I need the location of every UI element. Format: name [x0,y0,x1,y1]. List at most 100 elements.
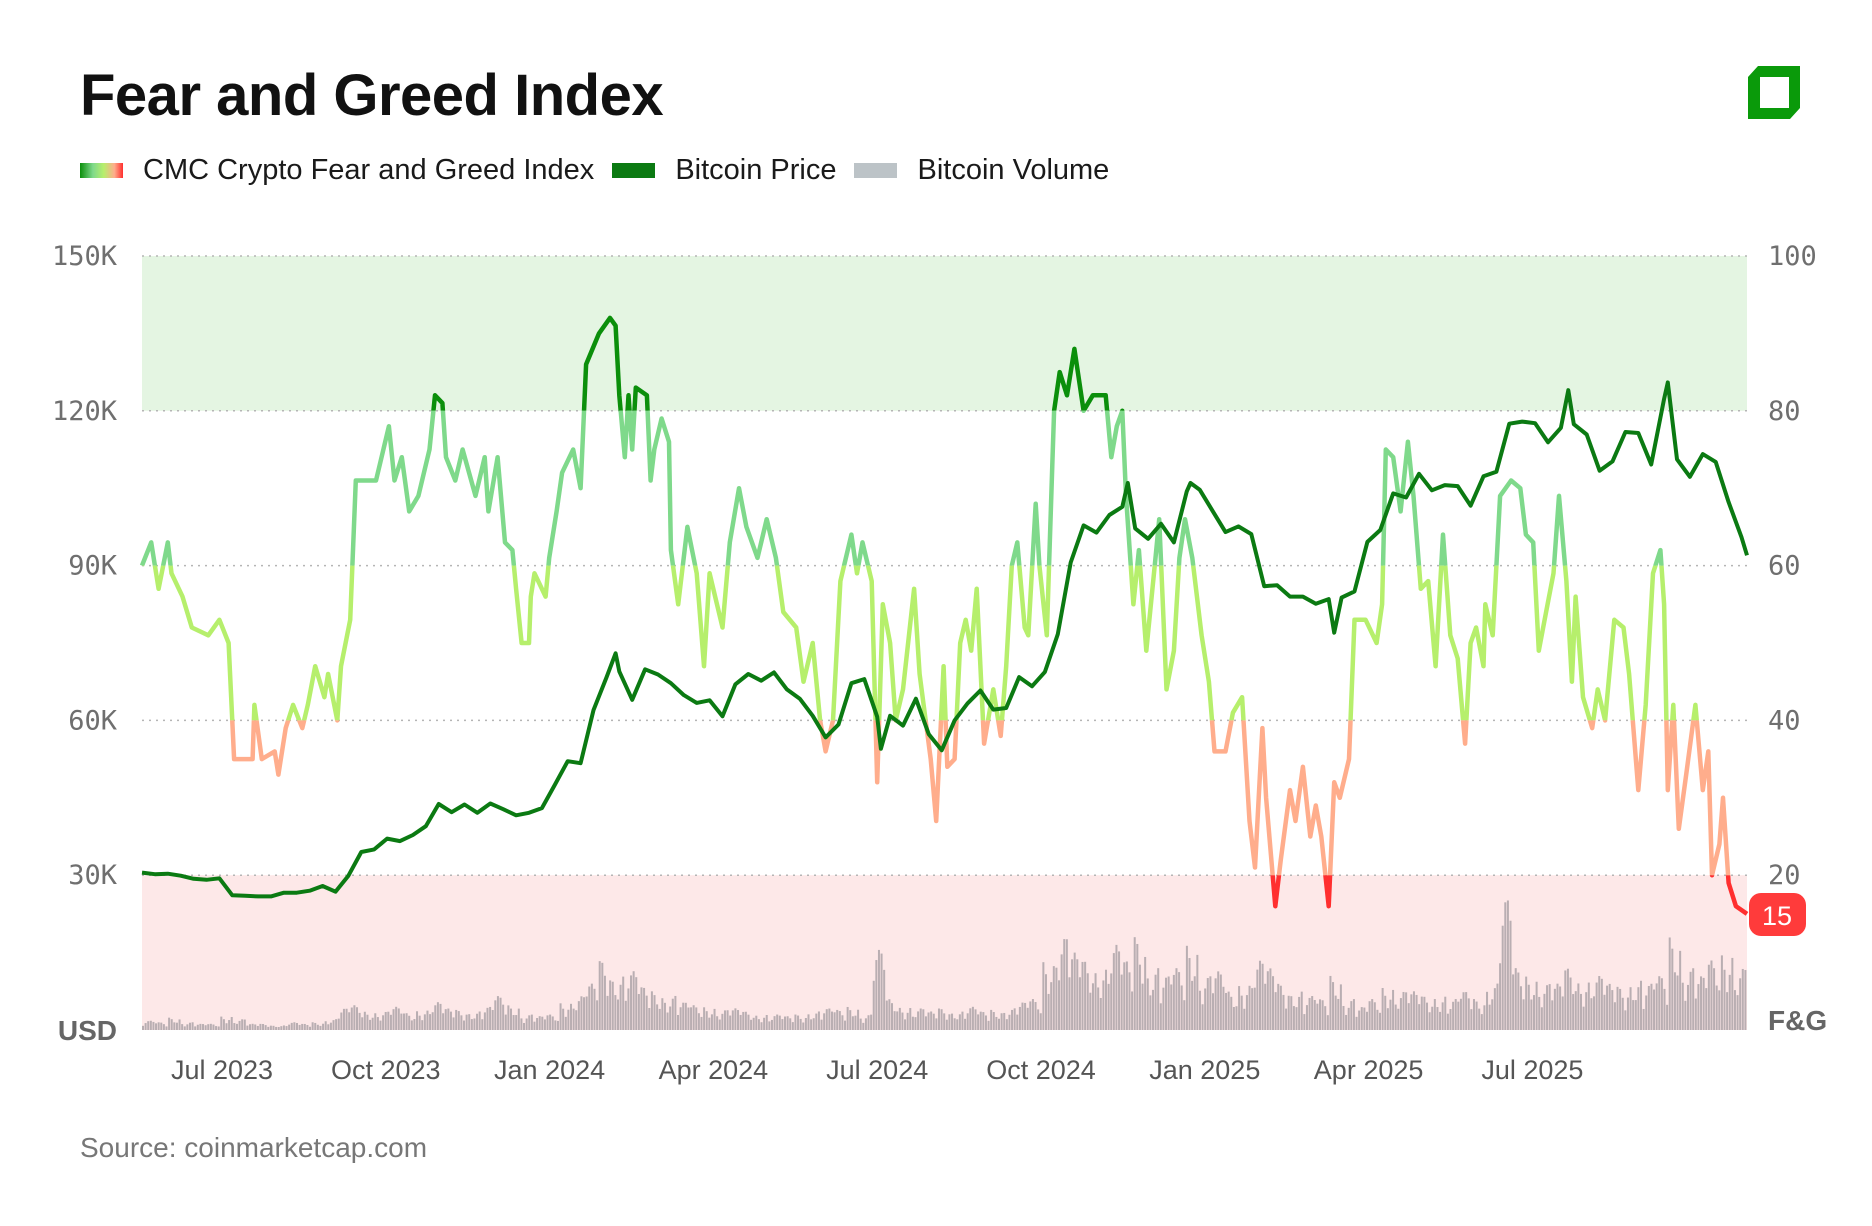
volume-bar [1183,1000,1186,1030]
volume-bar [144,1023,147,1030]
volume-bar [1439,1011,1442,1030]
volume-bar [979,1011,982,1030]
volume-bar [1679,950,1682,1030]
volume-bar [1042,962,1045,1030]
volume-bar [293,1022,296,1030]
volume-bar [1577,983,1580,1030]
volume-bar [1217,971,1220,1030]
volume-bar [937,1008,940,1030]
volume-bar [1099,997,1102,1030]
volume-bar [1634,1000,1637,1030]
volume-bar [984,1015,987,1030]
volume-bar [588,986,591,1030]
volume-bar [786,1016,789,1030]
volume-bar [1337,998,1340,1030]
volume-bar [1629,987,1632,1030]
volume-bar [405,1013,408,1030]
volume-bar [637,994,640,1030]
volume-bar [603,975,606,1030]
volume-bar [1715,985,1718,1030]
volume-bar [877,949,880,1030]
volume-bar [914,1017,917,1030]
volume-bar [1606,985,1609,1030]
volume-bar [1462,992,1465,1030]
volume-bar [1551,1000,1554,1030]
volume-bar [838,1011,841,1030]
volume-bar [945,1019,948,1030]
volume-bar [1230,996,1233,1030]
volume-bar [1530,999,1533,1030]
volume-bar [1063,939,1066,1030]
volume-bar [666,1012,669,1030]
volume-bar [1339,984,1342,1030]
y-right-tick-label: 40 [1768,705,1801,736]
volume-bar [288,1024,291,1030]
volume-bar [982,1012,985,1030]
volume-bar [175,1022,178,1030]
volume-bar [953,1018,956,1030]
volume-bar [1478,1008,1481,1030]
volume-bar [277,1027,280,1030]
volume-bar [1668,937,1671,1030]
volume-bar [1574,991,1577,1030]
volume-bar [846,1006,849,1030]
volume-bar [1201,1004,1204,1030]
volume-bar [155,1023,158,1030]
volume-bar [142,1025,145,1030]
volume-bar [228,1020,231,1030]
volume-bar [363,1011,366,1030]
volume-bar [1334,995,1337,1030]
volume-bar [1611,990,1614,1030]
volume-bar [481,1019,484,1030]
volume-bar [1566,968,1569,1030]
volume-bar [924,1016,927,1030]
volume-bar [1115,944,1118,1030]
volume-bar [964,1018,967,1030]
volume-bar [930,1011,933,1030]
y-axis-right-unit: F&G [1768,1005,1827,1036]
volume-bar [457,1011,460,1030]
volume-bar [987,1020,990,1030]
volume-bar [1499,963,1502,1030]
x-axis: Jul 2023 Oct 2023 Jan 2024 Apr 2024 Jul 2024… [171,1055,1583,1085]
volume-bar [316,1024,319,1030]
volume-bar [995,1016,998,1030]
volume-bar [562,1008,565,1030]
volume-bar [663,1002,666,1030]
volume-bar [369,1019,372,1030]
volume-bar [1326,1015,1329,1030]
volume-bar [781,1019,784,1030]
volume-bar [1512,974,1515,1030]
legend-swatch-bitcoin-volume [854,162,898,178]
volume-bar [1258,960,1261,1030]
volume-bar [1091,983,1094,1030]
volume-bar [1256,969,1259,1030]
volume-bar [815,1013,818,1030]
volume-bar [306,1025,309,1030]
volume-bar [423,1014,426,1030]
volume-bar [1666,1004,1669,1030]
volume-bar [1593,996,1596,1030]
volume-bar [1493,988,1496,1030]
volume-bar [374,1013,377,1030]
volume-bar [243,1019,246,1030]
volume-bar [1595,982,1598,1030]
volume-bar [1047,993,1050,1030]
volume-bar [434,1005,437,1030]
volume-bar [844,1020,847,1030]
volume-bar [1086,973,1089,1030]
volume-bar [570,1003,573,1030]
volume-bar [1585,992,1588,1030]
volume-bar [951,1013,954,1030]
volume-bar [311,1022,314,1030]
volume-bar [1506,900,1509,1030]
volume-bar [817,1011,820,1030]
volume-bar [1684,1000,1687,1030]
volume-bar [1475,1001,1478,1030]
volume-bar [1232,1006,1235,1030]
volume-bar [1365,1011,1368,1030]
volume-bar [1081,961,1084,1030]
volume-bar [1110,973,1113,1030]
volume-bar [1329,975,1332,1030]
